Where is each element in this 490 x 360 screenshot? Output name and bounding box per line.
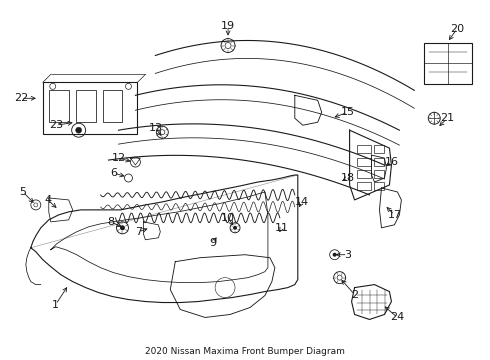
Text: 15: 15 [341, 107, 355, 117]
Text: 4: 4 [44, 195, 51, 205]
Text: 16: 16 [385, 157, 398, 167]
Text: 19: 19 [221, 21, 235, 31]
Text: 5: 5 [20, 187, 26, 197]
Text: 6: 6 [110, 168, 117, 178]
Text: 14: 14 [294, 197, 309, 207]
Text: 7: 7 [135, 227, 142, 237]
Text: 18: 18 [341, 173, 355, 183]
Text: 2020 Nissan Maxima Front Bumper Diagram: 2020 Nissan Maxima Front Bumper Diagram [145, 347, 345, 356]
Text: 10: 10 [221, 213, 235, 223]
Text: 9: 9 [210, 238, 217, 248]
Text: 1: 1 [52, 300, 59, 310]
Text: 17: 17 [388, 210, 401, 220]
Text: 23: 23 [49, 120, 63, 130]
Text: 13: 13 [148, 123, 162, 133]
Text: 8: 8 [107, 217, 114, 227]
Circle shape [120, 225, 125, 230]
Circle shape [233, 226, 237, 230]
Text: 24: 24 [390, 312, 405, 323]
Circle shape [75, 127, 82, 133]
Text: 21: 21 [440, 113, 454, 123]
Text: 20: 20 [450, 24, 464, 33]
Text: 12: 12 [111, 153, 125, 163]
Text: 11: 11 [275, 223, 289, 233]
Text: 3: 3 [344, 250, 351, 260]
Text: 22: 22 [14, 93, 28, 103]
Text: 2: 2 [351, 289, 358, 300]
Circle shape [333, 253, 337, 257]
